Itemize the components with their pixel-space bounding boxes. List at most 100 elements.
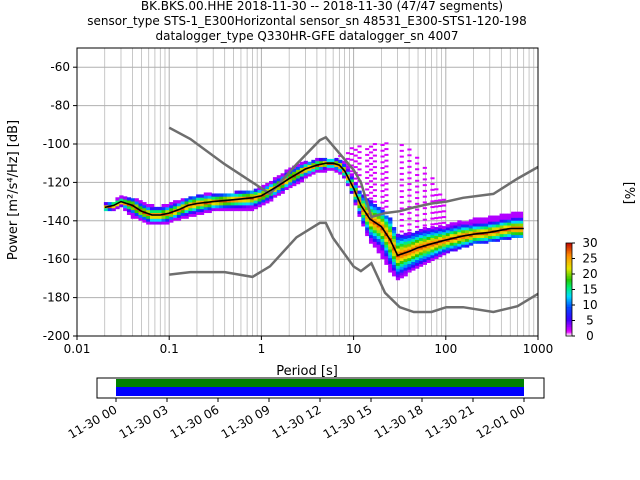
colorbar-segment [566,256,572,259]
histogram-cell [491,238,497,242]
histogram-cell [472,237,477,241]
histogram-cell [449,248,454,252]
histogram-cell [422,250,427,254]
colorbar-tick-label: 30 [582,236,597,250]
histogram-cell [438,248,443,252]
histogram-cell [457,226,462,230]
histogram-cell [261,199,266,203]
histogram-cell [488,221,493,225]
histogram-cell [376,218,381,222]
histogram-cell [372,224,378,228]
histogram-cell [434,238,439,242]
histogram-cell [176,208,182,213]
histogram-cell [399,230,404,233]
histogram-cell [265,182,270,187]
histogram-cell [388,260,393,264]
histogram-cell [107,207,112,212]
histogram-cell [353,160,358,163]
histogram-cell [476,228,481,233]
histogram-cell [142,207,147,212]
histogram-cell [457,246,462,250]
histogram-cell [422,224,427,227]
histogram-cell [161,218,166,222]
histogram-cell [261,190,266,194]
histogram-cell [215,204,220,209]
histogram-cell [384,258,389,262]
histogram-cell [130,212,136,216]
colorbar-tick-label: 20 [582,267,597,281]
histogram-cell [368,180,374,183]
colorbar-segment [566,325,572,327]
y-tick-label: -120 [43,175,70,189]
histogram-cell [441,226,447,230]
histogram-cell [295,178,301,182]
histogram-cell [138,203,143,207]
histogram-cell [149,209,155,214]
histogram-cell [142,204,147,209]
histogram-cell [465,229,470,234]
histogram-cell [445,247,451,251]
timeline-tick-label: 11-30 03 [117,402,171,441]
histogram-cell [465,244,470,248]
histogram-cell [407,229,412,232]
x-tick-label: 1000 [523,342,554,356]
histogram-cell [357,213,362,217]
histogram-cell [441,221,447,224]
histogram-cell [361,205,366,210]
histogram-cell [219,196,224,200]
histogram-cell [422,184,427,187]
histogram-cell [380,215,385,219]
histogram-cell [230,193,235,197]
histogram-cell [345,165,351,169]
histogram-cell [334,163,339,167]
histogram-cell [365,182,370,185]
histogram-cell [380,195,385,198]
colorbar-segment [566,283,572,286]
histogram-cell [418,260,424,264]
histogram-cell [365,194,370,197]
histogram-cell [415,242,420,246]
histogram-cell [411,252,416,257]
histogram-cell [196,205,201,210]
colorbar-segment [566,270,572,273]
histogram-cell [207,195,212,199]
histogram-cell [445,250,451,254]
histogram-cell [415,179,420,182]
histogram-cell [249,202,255,206]
histogram-cell [441,216,447,219]
histogram-cell [399,161,404,164]
histogram-cell [368,220,374,224]
histogram-cell [284,183,289,188]
histogram-cell [345,171,351,175]
histogram-cell [457,228,462,233]
histogram-cell [153,221,159,225]
histogram-cell [349,173,354,177]
histogram-cell [226,204,232,209]
histogram-cell [115,203,120,207]
histogram-cell [295,175,301,179]
histogram-cell [123,204,128,209]
histogram-cell [468,230,474,235]
histogram-cell [184,215,189,219]
histogram-cell [319,157,324,162]
histogram-cell [295,166,301,170]
histogram-cell [434,199,439,202]
histogram-cell [441,231,447,236]
histogram-cell [246,193,251,197]
histogram-cell [115,205,120,210]
histogram-cell [169,207,174,212]
histogram-cell [196,194,201,198]
histogram-cell [392,258,397,262]
histogram-cell [426,230,431,235]
histogram-cell [342,166,347,170]
histogram-cell [438,222,443,225]
y-tick-label: -160 [43,252,70,266]
histogram-cell [142,202,147,206]
histogram-cell [457,231,462,236]
histogram-cell [418,237,424,241]
histogram-cell [434,217,439,220]
histogram-cell [368,205,374,210]
histogram-cell [395,265,401,269]
histogram-cell [130,206,136,211]
histogram-cell [142,219,147,223]
